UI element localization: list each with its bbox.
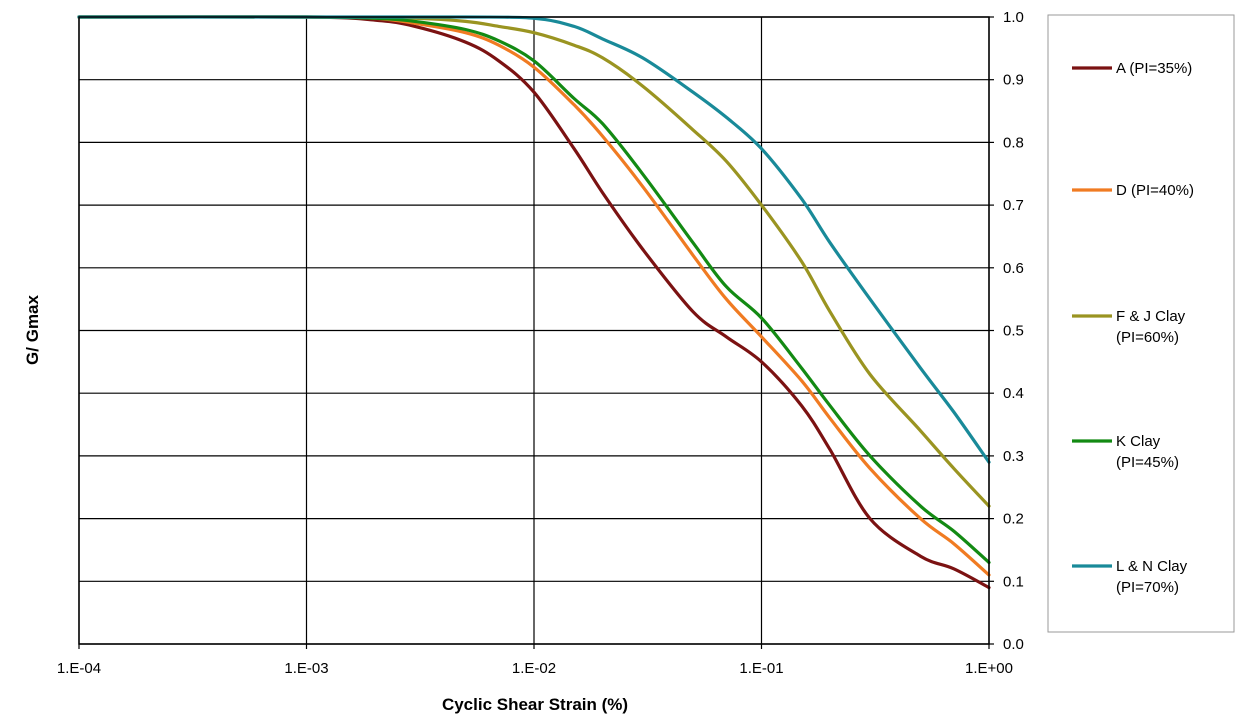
y-tick-label: 1.0 (1003, 9, 1024, 26)
x-tick-label: 1.E-04 (57, 660, 101, 677)
y-axis-title: G/ Gmax (23, 294, 42, 364)
x-tick-label: 1.E-01 (739, 660, 783, 677)
y-tick-label: 0.3 (1003, 448, 1024, 465)
x-tick-label: 1.E+00 (965, 660, 1013, 677)
legend-label: (PI=70%) (1116, 579, 1179, 596)
y-tick-label: 0.5 (1003, 323, 1024, 340)
series-line-0 (77, 15, 991, 590)
plot-area-frame (78, 16, 990, 645)
y-tick-label: 0.2 (1003, 511, 1024, 528)
legend-label: (PI=60%) (1116, 329, 1179, 346)
y-tick-label: 0.9 (1003, 72, 1024, 89)
legend-label: F & J Clay (1116, 308, 1186, 325)
legend-label: K Clay (1116, 433, 1161, 450)
y-tick-label: 0.4 (1003, 385, 1024, 402)
legend-box (1047, 14, 1235, 633)
y-tick-label: 0.7 (1003, 197, 1024, 214)
legend-label: L & N Clay (1116, 558, 1188, 575)
series-line-3 (77, 15, 991, 565)
x-tick-label: 1.E-03 (284, 660, 328, 677)
y-tick-label: 0.6 (1003, 260, 1024, 277)
x-tick-labels: 1.E-04 1.E-03 1.E-02 1.E-01 1.E+00 (57, 660, 1013, 677)
legend-label: D (PI=40%) (1116, 182, 1194, 199)
series-lines (77, 15, 991, 590)
y-tick-label: 0.8 (1003, 134, 1024, 151)
grid-lines (78, 16, 994, 649)
legend-label: (PI=45%) (1116, 454, 1179, 471)
x-axis-title: Cyclic Shear Strain (%) (442, 695, 628, 714)
y-tick-labels: 0.0 0.1 0.2 0.3 0.4 0.5 0.6 0.7 0.8 0.9 1.0 (1003, 9, 1024, 653)
legend-label: A (PI=35%) (1116, 60, 1192, 77)
y-tick-label: 0.1 (1003, 573, 1024, 590)
y-tick-label: 0.0 (1003, 636, 1024, 653)
legend: A (PI=35%) D (PI=40%) F & J Clay (PI=60%) K … (1047, 14, 1235, 633)
x-tick-label: 1.E-02 (512, 660, 556, 677)
